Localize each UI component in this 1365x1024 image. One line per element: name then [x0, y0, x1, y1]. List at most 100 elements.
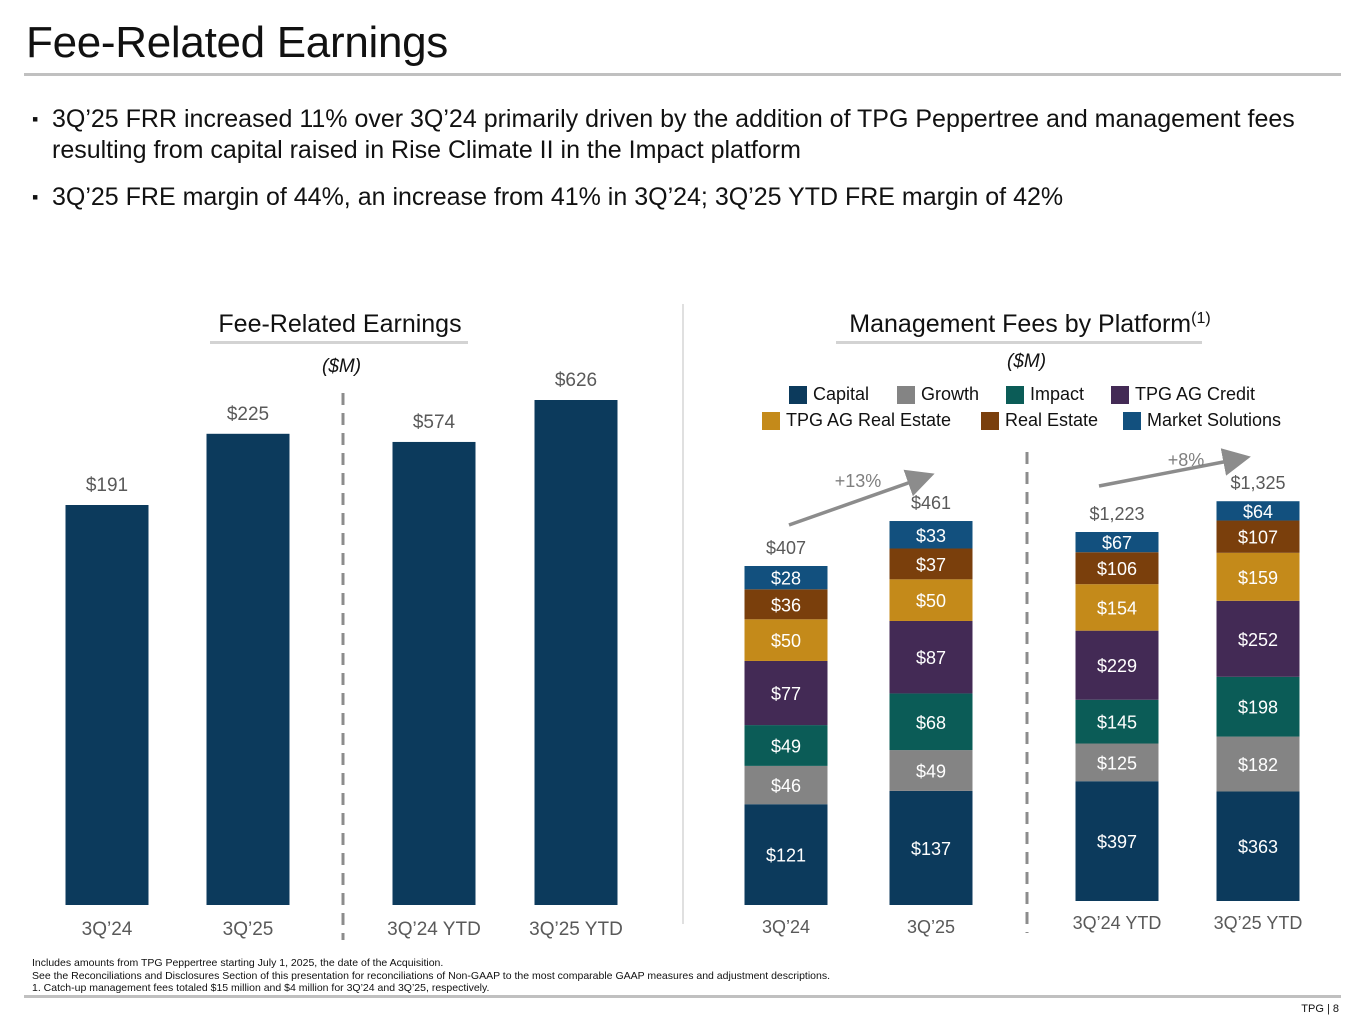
- total-value-label: $461: [911, 493, 951, 513]
- total-value-label: $1,325: [1230, 473, 1285, 493]
- stacked-segment: [1216, 736, 1300, 792]
- segment-value-label: $154: [1097, 598, 1137, 618]
- stacked-segment: [744, 660, 828, 726]
- fre-bar: [392, 441, 476, 905]
- fre-unit-label: ($M): [322, 356, 362, 377]
- segment-value-label: $198: [1238, 698, 1278, 718]
- stacked-segment: [889, 620, 973, 694]
- legend-item-growth: Growth: [897, 384, 979, 405]
- growth-label: +13%: [835, 471, 882, 491]
- legend-swatch: [789, 385, 807, 404]
- stacked-segment: [744, 589, 828, 620]
- title-divider: [24, 73, 1341, 76]
- bullet-item: ▪ 3Q’25 FRR increased 11% over 3Q’24 pri…: [32, 104, 1332, 166]
- stacked-segment: [1216, 520, 1300, 553]
- bullet-item: ▪ 3Q’25 FRE margin of 44%, an increase f…: [32, 182, 1332, 213]
- segment-value-label: $121: [766, 846, 806, 866]
- segment-value-label: $68: [916, 713, 946, 733]
- segment-value-label: $67: [1102, 533, 1132, 553]
- segment-value-label: $145: [1097, 713, 1137, 733]
- segment-value-label: $159: [1238, 568, 1278, 588]
- segment-value-label: $50: [771, 631, 801, 651]
- stacked-segment: [1075, 630, 1159, 700]
- total-value-label: $1,223: [1089, 504, 1144, 524]
- legend-label: TPG AG Credit: [1135, 384, 1256, 404]
- stacked-segment: [889, 579, 973, 621]
- segment-value-label: $397: [1097, 832, 1137, 852]
- legend-item-capital: Capital: [789, 384, 869, 405]
- legend-label: Real Estate: [1005, 410, 1099, 430]
- segment-value-label: $77: [771, 684, 801, 704]
- stacked-segment: [1075, 781, 1159, 901]
- bullet-text: 3Q’25 FRR increased 11% over 3Q’24 prima…: [52, 105, 1295, 164]
- legend-label: Capital: [813, 384, 870, 404]
- segment-value-label: $36: [771, 595, 801, 615]
- stacked-segment: [744, 725, 828, 766]
- legend-item-market-solutions: Market Solutions: [1123, 410, 1281, 431]
- fre-bar: [65, 505, 149, 905]
- bullet-list: ▪ 3Q’25 FRR increased 11% over 3Q’24 pri…: [32, 104, 1332, 229]
- footer-divider: [24, 995, 1341, 998]
- segment-value-label: $28: [771, 569, 801, 589]
- chart-divider: [682, 304, 684, 924]
- segment-value-label: $49: [771, 736, 801, 756]
- legend-item-impact: Impact: [1006, 384, 1084, 405]
- mgmt-category-label: 3Q’24: [762, 917, 810, 937]
- legend-swatch: [1123, 411, 1141, 430]
- bullet-marker: ▪: [32, 109, 39, 129]
- footnotes: Includes amounts from TPG Peppertree sta…: [32, 957, 830, 995]
- growth-arrow: [788, 469, 935, 527]
- legend-swatch: [897, 385, 915, 404]
- stacked-segment: [1216, 791, 1300, 901]
- segment-value-label: $125: [1097, 753, 1137, 773]
- bullet-marker: ▪: [32, 187, 39, 207]
- mgmt-category-label: 3Q’25: [907, 917, 955, 937]
- stacked-segment: [889, 521, 973, 549]
- legend-item-real-estate: Real Estate: [981, 410, 1098, 431]
- stacked-segment: [1216, 501, 1300, 521]
- segment-value-label: $64: [1243, 502, 1273, 522]
- segment-value-label: $229: [1097, 656, 1137, 676]
- footnote-line: Includes amounts from TPG Peppertree sta…: [32, 957, 444, 969]
- stacked-segment: [889, 548, 973, 580]
- growth-arrow: [1098, 448, 1251, 488]
- stacked-segment: [1216, 600, 1300, 677]
- stacked-segment: [889, 750, 973, 791]
- stacked-segment: [1216, 552, 1300, 601]
- legend-label: Impact: [1030, 384, 1085, 404]
- fre-category-label: 3Q’25: [223, 919, 274, 940]
- stacked-segment: [1075, 584, 1159, 631]
- fre-category-label: 3Q’24 YTD: [387, 919, 481, 940]
- fre-bar: [534, 400, 618, 905]
- legend-item-tpg-ag-credit: TPG AG Credit: [1111, 384, 1255, 405]
- legend-label: Growth: [921, 384, 980, 404]
- stacked-segment: [744, 804, 828, 905]
- stacked-segment: [1075, 532, 1159, 553]
- mgmt-fees-unit-label: ($M): [1007, 351, 1047, 372]
- stacked-segment: [889, 790, 973, 905]
- legend-swatch: [981, 411, 999, 430]
- mgmt-fees-title-text: Management Fees by Platform: [849, 310, 1192, 338]
- segment-value-label: $87: [916, 648, 946, 668]
- legend-label: Market Solutions: [1147, 410, 1282, 430]
- bullet-text: 3Q’25 FRE margin of 44%, an increase fro…: [52, 183, 1064, 211]
- stacked-segment: [1216, 676, 1300, 737]
- stacked-segment: [889, 693, 973, 751]
- mgmt-fees-chart-title: Management Fees by Platform(1): [830, 310, 1230, 339]
- fre-bar-chart: $191 3Q’24 $225 3Q’25 $574 3Q’24 YTD $626 3Q’25…: [65, 370, 623, 940]
- stacked-segment: [1075, 552, 1159, 585]
- segment-value-label: $46: [771, 776, 801, 796]
- segment-value-label: $107: [1238, 528, 1278, 548]
- stacked-segment: [1075, 743, 1159, 782]
- mgmt-category-label: 3Q’25 YTD: [1214, 913, 1303, 933]
- fre-value-label: $225: [227, 404, 269, 425]
- mgmt-category-label: 3Q’24 YTD: [1073, 913, 1162, 933]
- fre-bar: [206, 433, 290, 905]
- fre-value-label: $574: [413, 412, 456, 433]
- legend-swatch: [1006, 385, 1024, 404]
- fre-value-label: $626: [555, 370, 597, 391]
- segment-value-label: $37: [916, 555, 946, 575]
- segment-value-label: $106: [1097, 559, 1137, 579]
- segment-value-label: $49: [916, 761, 946, 781]
- footnote-line: See the Reconciliations and Disclosures …: [32, 969, 831, 982]
